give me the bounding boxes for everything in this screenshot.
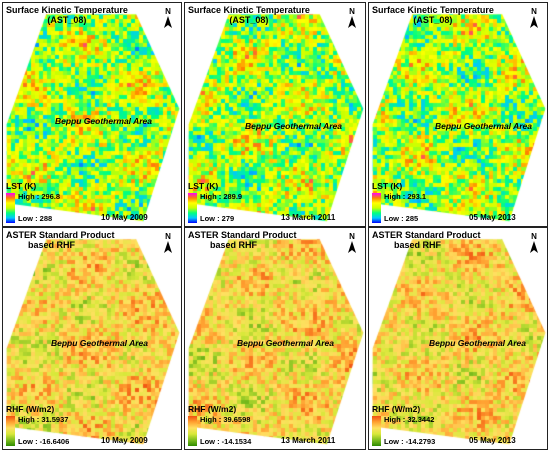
north-arrow-icon: N — [348, 232, 356, 253]
lst-map-2013: Surface Kinetic Temperature (AST_08) N B… — [368, 2, 548, 227]
rhf-raster-2011 — [185, 228, 365, 449]
north-arrow-icon: N — [164, 7, 172, 28]
title-line2: (AST_08) — [413, 15, 453, 25]
title-line1: Surface Kinetic Temperature — [6, 5, 128, 15]
legend-title: RHF (W/m2) — [6, 404, 55, 414]
title-line1: ASTER Standard Product — [188, 230, 297, 240]
legend: LST (K) High : 289.9 Low : 279 — [188, 181, 242, 223]
north-arrow-icon: N — [164, 232, 172, 253]
legend: RHF (W/m2) High : 39.6598 Low : -14.1534 — [188, 404, 251, 446]
north-label: N — [349, 232, 355, 241]
title-line1: Surface Kinetic Temperature — [372, 5, 494, 15]
north-label: N — [349, 7, 355, 16]
north-label: N — [531, 7, 537, 16]
title-line2: (AST_08) — [229, 15, 269, 25]
legend-low: Low : 279 — [200, 214, 235, 223]
title-line1: ASTER Standard Product — [372, 230, 481, 240]
legend-color-bar — [372, 193, 381, 223]
legend-high: High : 293.1 — [384, 192, 427, 201]
title-line1: ASTER Standard Product — [6, 230, 115, 240]
rhf-map-2013: ASTER Standard Product based RHF N Beppu… — [368, 227, 548, 450]
legend-color-bar — [6, 193, 15, 223]
area-label: Beppu Geothermal Area — [429, 338, 526, 348]
acquisition-date: 10 May 2009 — [101, 436, 148, 445]
legend-high: High : 32.3442 — [384, 415, 435, 424]
panel-title: ASTER Standard Product based RHF — [6, 230, 115, 250]
lst-raster-2013 — [369, 3, 547, 226]
legend-high: High : 296.8 — [18, 192, 61, 201]
legend: RHF (W/m2) High : 32.3442 Low : -14.2793 — [372, 404, 435, 446]
legend-color-bar — [6, 416, 15, 446]
legend-title: LST (K) — [372, 181, 403, 191]
legend-high: High : 31.5937 — [18, 415, 69, 424]
acquisition-date: 13 March 2011 — [281, 213, 336, 222]
area-label: Beppu Geothermal Area — [435, 121, 532, 131]
legend-low: Low : -14.1534 — [200, 437, 252, 446]
title-line1: Surface Kinetic Temperature — [188, 5, 310, 15]
rhf-map-2011: ASTER Standard Product based RHF N Beppu… — [184, 227, 366, 450]
lst-map-2011: Surface Kinetic Temperature (AST_08) N B… — [184, 2, 366, 227]
north-label: N — [165, 232, 171, 241]
rhf-raster-2009 — [3, 228, 181, 449]
acquisition-date: 05 May 2013 — [469, 436, 516, 445]
area-label: Beppu Geothermal Area — [51, 338, 148, 348]
acquisition-date: 10 May 2009 — [101, 213, 148, 222]
legend-high: High : 289.9 — [200, 192, 243, 201]
title-line2: based RHF — [28, 240, 76, 250]
legend-low: Low : 288 — [18, 214, 53, 223]
panel-title: ASTER Standard Product based RHF — [188, 230, 297, 250]
legend-color-bar — [188, 193, 197, 223]
legend-title: RHF (W/m2) — [188, 404, 237, 414]
area-label: Beppu Geothermal Area — [237, 338, 334, 348]
north-arrow-icon: N — [348, 7, 356, 28]
legend-low: Low : -16.6406 — [18, 437, 70, 446]
legend: LST (K) High : 296.8 Low : 288 — [6, 181, 60, 223]
legend-title: RHF (W/m2) — [372, 404, 421, 414]
legend-color-bar — [188, 416, 197, 446]
title-line2: based RHF — [394, 240, 442, 250]
panel-title: Surface Kinetic Temperature (AST_08) — [188, 5, 310, 25]
title-line2: (AST_08) — [47, 15, 87, 25]
panel-title: Surface Kinetic Temperature (AST_08) — [6, 5, 128, 25]
north-arrow-icon: N — [530, 232, 538, 253]
legend-low: Low : 285 — [384, 214, 419, 223]
legend-high: High : 39.6598 — [200, 415, 251, 424]
legend: RHF (W/m2) High : 31.5937 Low : -16.6406 — [6, 404, 69, 446]
title-line2: based RHF — [210, 240, 258, 250]
lst-raster-2011 — [185, 3, 365, 226]
acquisition-date: 13 March 2011 — [281, 436, 336, 445]
north-arrow-icon: N — [530, 7, 538, 28]
legend: LST (K) High : 293.1 Low : 285 — [372, 181, 426, 223]
legend-title: LST (K) — [6, 181, 37, 191]
acquisition-date: 05 May 2013 — [469, 213, 516, 222]
north-label: N — [531, 232, 537, 241]
lst-map-2009: Surface Kinetic Temperature (AST_08) N B… — [2, 2, 182, 227]
panel-title: Surface Kinetic Temperature (AST_08) — [372, 5, 494, 25]
rhf-map-2009: ASTER Standard Product based RHF N Beppu… — [2, 227, 182, 450]
north-label: N — [165, 7, 171, 16]
panel-title: ASTER Standard Product based RHF — [372, 230, 481, 250]
area-label: Beppu Geothermal Area — [245, 121, 342, 131]
rhf-raster-2013 — [369, 228, 547, 449]
legend-title: LST (K) — [188, 181, 219, 191]
legend-low: Low : -14.2793 — [384, 437, 436, 446]
area-label: Beppu Geothermal Area — [55, 116, 152, 126]
legend-color-bar — [372, 416, 381, 446]
lst-raster-2009 — [3, 3, 181, 226]
